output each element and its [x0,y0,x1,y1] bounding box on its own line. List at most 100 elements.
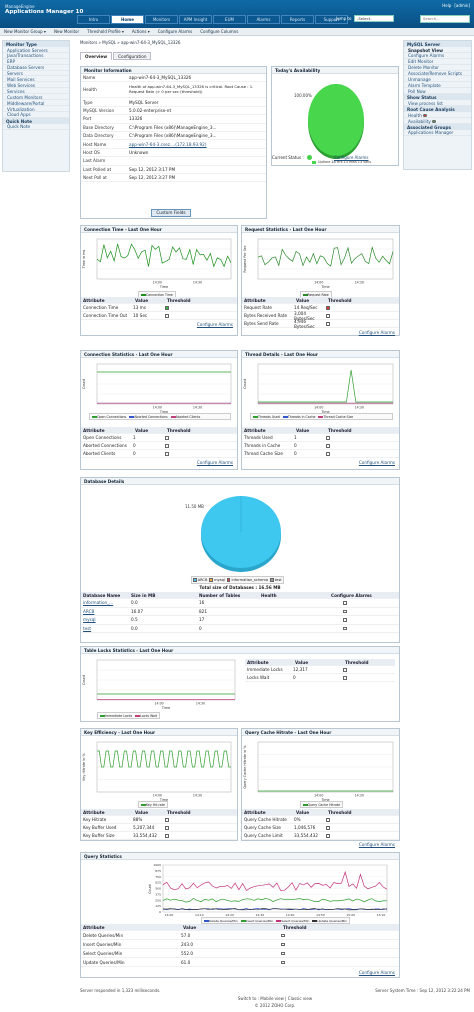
configure-alarms-link[interactable]: Configure Alarms [358,842,395,847]
threshold-icon[interactable] [326,818,330,822]
info-value[interactable]: app-win7-64-3.csez....(172.18.93.92) [129,141,207,147]
tab-configuration[interactable]: Configuration [113,52,152,60]
threshold-icon[interactable] [165,818,169,822]
sidebar-item[interactable]: Application Servers [3,47,69,53]
threshold-icon[interactable] [281,960,285,965]
unmanage-link[interactable]: Unmanage [404,76,471,83]
custom-fields-button[interactable]: Custom Fields [151,209,191,217]
new-monitor-link[interactable]: New Monitor [53,29,80,34]
threshold-icon[interactable] [165,306,169,310]
database-name[interactable]: mysql [83,617,96,623]
configure-alarms-link[interactable]: Configure Alarms [196,460,233,465]
tab-reports[interactable]: Reports [281,15,314,24]
database-name[interactable]: test [83,625,92,631]
y-axis-label: Request Per Sec [243,245,247,273]
threshold-icon[interactable] [326,834,330,838]
actions-menu[interactable]: Actions ▾ [131,29,150,34]
configure-alarms-link[interactable]: Configure Alarms [404,53,471,59]
configure-alarm-icon[interactable] [343,609,347,613]
quick-note-link[interactable]: Quick Note [3,124,69,130]
tab-monitors[interactable]: Monitors [145,15,178,24]
sidebar-item[interactable]: Java/Transactions [3,53,69,59]
threshold-icon[interactable] [165,314,169,318]
query-cache-attributes-table: Attribute Value Threshold Query Cache Hitra… [242,809,399,847]
threshold-icon[interactable] [326,314,330,318]
threshold-icon[interactable] [165,444,169,448]
threshold-cell [165,825,205,830]
help-link[interactable]: Help [442,3,452,8]
tab-overview[interactable]: Overview [80,52,113,60]
tab-support[interactable]: Support [315,15,348,24]
configure-alarms-link[interactable]: Configure Alarms [358,460,395,465]
tab-apm-insight[interactable]: APM Insight [179,15,212,24]
threshold-icon[interactable] [343,676,347,680]
sidebar-item[interactable]: Mail Services [3,76,69,83]
threshold-icon[interactable] [343,668,347,672]
monitor-information-title: Monitor Information [81,67,266,74]
threshold-icon[interactable] [326,306,330,310]
sidebar-item[interactable]: Middleware/Portal [3,100,69,106]
tab-home[interactable]: Home [111,15,144,24]
threshold-icon[interactable] [326,322,330,326]
tab-alarms[interactable]: Alarms [247,15,280,24]
y-tick: 375 [155,892,161,896]
delete-monitor-link[interactable]: Delete Monitor [404,65,471,71]
configure-columns-link[interactable]: Configure Columns [200,29,239,34]
table-row: ARCB 16.07 821 [81,608,399,616]
attribute-value: 0 [133,443,136,448]
edit-monitor-link[interactable]: Edit Monitor [404,59,471,65]
rca-health[interactable]: Health [404,112,471,118]
threshold-icon[interactable] [165,834,169,838]
configure-alarm-icon[interactable] [343,626,347,630]
user-menu[interactable]: [admin] [454,3,470,8]
sidebar-item[interactable]: Database Servers [3,65,69,71]
snapshot-view-link[interactable]: Snapshot View [404,47,471,53]
tab-intro[interactable]: Intro [77,15,110,24]
threshold-icon[interactable] [165,436,169,440]
configure-alarms-link[interactable]: Configure Alarms [157,29,193,34]
new-monitor-group-menu[interactable]: New Monitor Group ▾ [4,29,46,34]
threshold-icon[interactable] [326,436,330,440]
associate-scripts-link[interactable]: Associate/Remove Scripts [404,71,471,77]
configure-alarms-availability[interactable]: Configure Alarms [334,155,369,160]
sidebar-item[interactable]: Web Services [3,82,69,89]
database-name[interactable]: information_... [83,600,114,606]
alarm-template-link[interactable]: Alarm Template [404,82,471,89]
threshold-profile-menu[interactable]: Threshold Profile ▾ [87,29,124,34]
column-header: Threshold [283,924,307,930]
attribute-name: Threads in Cache [244,443,281,448]
view-process-list-link[interactable]: View process list [404,100,471,107]
sidebar-item[interactable]: ERP [3,59,69,65]
configure-alarms-link[interactable]: Configure Alarms [358,970,395,975]
threshold-cell [326,305,366,310]
view-switch[interactable]: Switch to : Mobile view | Classic view [237,996,313,1001]
search-input[interactable]: Search... [420,15,470,23]
configure-alarm-icon[interactable] [343,601,347,605]
configure-alarms-link[interactable]: Configure Alarms [358,330,395,335]
poll-now-link[interactable]: Poll Now [404,88,471,95]
sidebar-item[interactable]: Custom Monitors [3,94,69,101]
rca-availability[interactable]: Availability [404,118,471,124]
threshold-icon[interactable] [281,942,285,947]
jump-to-select[interactable]: -Select- [354,15,394,22]
x-axis-label: Time [159,410,168,414]
sidebar-item[interactable]: Servers [3,71,69,77]
threshold-icon[interactable] [326,826,330,830]
threshold-icon[interactable] [281,951,285,956]
sidebar-item[interactable]: Cloud Apps [3,112,69,118]
threshold-icon[interactable] [281,933,285,938]
threshold-icon[interactable] [165,452,169,456]
threshold-icon[interactable] [326,452,330,456]
tab-eum[interactable]: EUM [213,15,246,24]
database-name[interactable]: ARCB [83,608,95,614]
group-link[interactable]: Applications Manager [404,130,471,136]
configure-alarm-icon[interactable] [343,618,347,622]
threshold-icon[interactable] [326,444,330,448]
page-tabs: Overview Configuration [80,52,152,60]
configure-alarms-link[interactable]: Configure Alarms [196,322,233,327]
sidebar-item[interactable]: Virtualization [3,106,69,112]
threshold-icon[interactable] [165,826,169,830]
legend-label: Query Cache Hitrate [307,802,341,807]
sidebar-item[interactable]: Services [3,88,69,95]
